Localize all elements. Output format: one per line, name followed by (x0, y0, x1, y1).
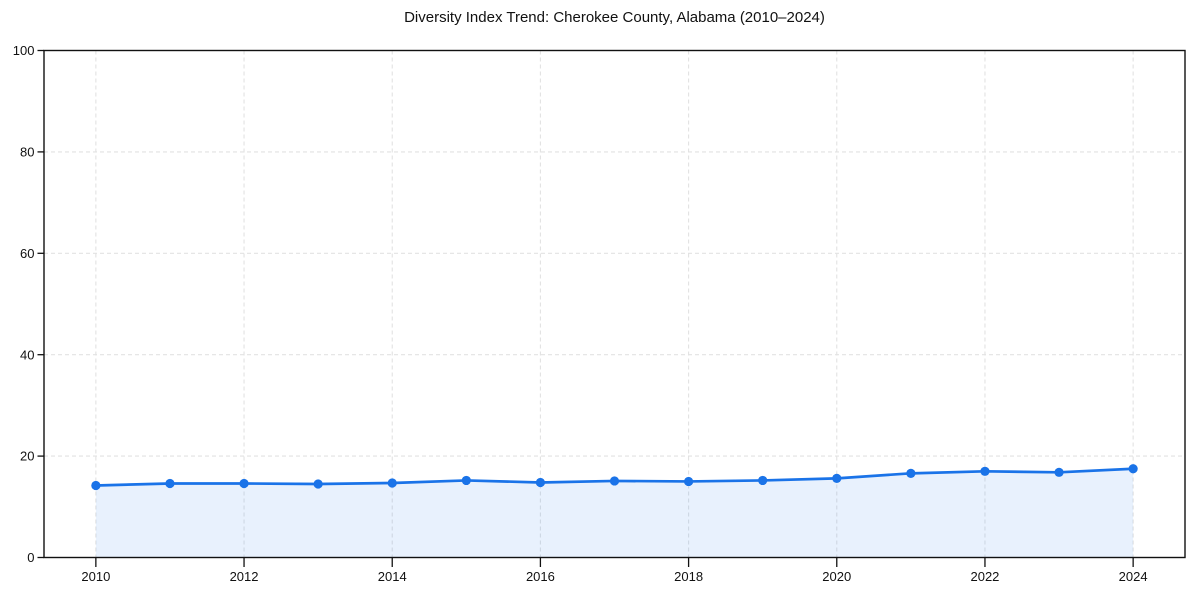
y-tick-label: 60 (20, 246, 34, 261)
data-point (683, 476, 694, 487)
data-point (980, 466, 990, 476)
x-tick-label: 2012 (230, 569, 259, 584)
data-point (387, 478, 397, 488)
data-point (832, 473, 842, 484)
y-tick-label: 100 (13, 43, 35, 58)
y-tick-label: 0 (27, 550, 34, 565)
data-point (1054, 467, 1064, 477)
y-tick-label: 20 (20, 449, 34, 464)
x-tick-label: 2024 (1119, 569, 1148, 584)
data-points-layer (91, 464, 1138, 491)
area-fill (95, 468, 1134, 558)
data-point (609, 476, 620, 486)
data-point (239, 478, 249, 489)
x-tick-labels: 2010 2012 2014 2016 2018 2020 2022 2024 (81, 569, 1147, 584)
data-point (461, 475, 471, 486)
y-tick-label: 80 (20, 145, 34, 160)
data-point (1128, 464, 1138, 474)
data-point (91, 480, 101, 491)
x-tick-label: 2022 (970, 569, 999, 584)
x-tick-label: 2016 (526, 569, 555, 584)
x-tick-label: 2020 (822, 569, 851, 584)
y-tick-labels: 0 20 40 60 80 100 (13, 43, 35, 565)
y-tick-label: 40 (20, 347, 34, 362)
x-tick-label: 2018 (674, 569, 703, 584)
data-point (535, 477, 546, 488)
data-point (165, 478, 175, 489)
data-point (906, 468, 916, 478)
x-tick-label: 2014 (378, 569, 407, 584)
axis-ticks-layer (37, 49, 1134, 567)
x-tick-label: 2010 (81, 569, 110, 584)
plot-border (43, 49, 1186, 559)
area-fill-layer (95, 468, 1134, 558)
data-point (313, 479, 323, 489)
data-point (758, 475, 768, 486)
chart-title: Diversity Index Trend: Cherokee County, … (404, 9, 825, 26)
